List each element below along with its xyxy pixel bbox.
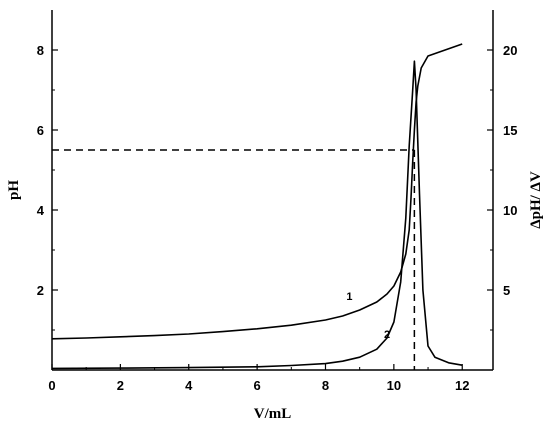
series-line-2 bbox=[51, 60, 463, 370]
left-y-tick-label: 2 bbox=[37, 283, 44, 298]
left-y-ticks: 2 4 6 8 bbox=[37, 43, 58, 331]
curve-label: 2 bbox=[384, 329, 390, 341]
plot-frame bbox=[51, 10, 494, 371]
x-tick-label: 4 bbox=[185, 378, 193, 393]
guide-lines bbox=[52, 149, 416, 370]
right-y-ticks: 5 10 15 20 bbox=[487, 43, 517, 331]
right-y-tick-label: 15 bbox=[503, 123, 517, 138]
series-group bbox=[51, 43, 463, 370]
right-y-tick-label: 10 bbox=[503, 203, 517, 218]
left-y-tick-label: 4 bbox=[37, 203, 45, 218]
x-tick-label: 2 bbox=[117, 378, 124, 393]
left-y-tick-label: 6 bbox=[37, 123, 44, 138]
right-y-axis-label: ΔpH/ ΔV bbox=[528, 171, 544, 229]
x-tick-label: 0 bbox=[48, 378, 55, 393]
x-tick-label: 6 bbox=[253, 378, 260, 393]
curve-labels: 12 bbox=[346, 291, 390, 341]
curve-label: 1 bbox=[346, 291, 352, 303]
right-y-tick-label: 20 bbox=[503, 43, 517, 58]
left-y-tick-label: 8 bbox=[37, 43, 44, 58]
x-tick-label: 10 bbox=[387, 378, 401, 393]
right-y-tick-label: 5 bbox=[503, 283, 510, 298]
series-line-1 bbox=[51, 43, 463, 340]
left-y-axis-label: pH bbox=[6, 180, 22, 200]
x-tick-label: 12 bbox=[455, 378, 469, 393]
x-ticks: 0 2 4 6 8 10 12 bbox=[48, 364, 469, 393]
x-tick-label: 8 bbox=[322, 378, 329, 393]
x-axis-label: V/mL bbox=[254, 406, 292, 422]
